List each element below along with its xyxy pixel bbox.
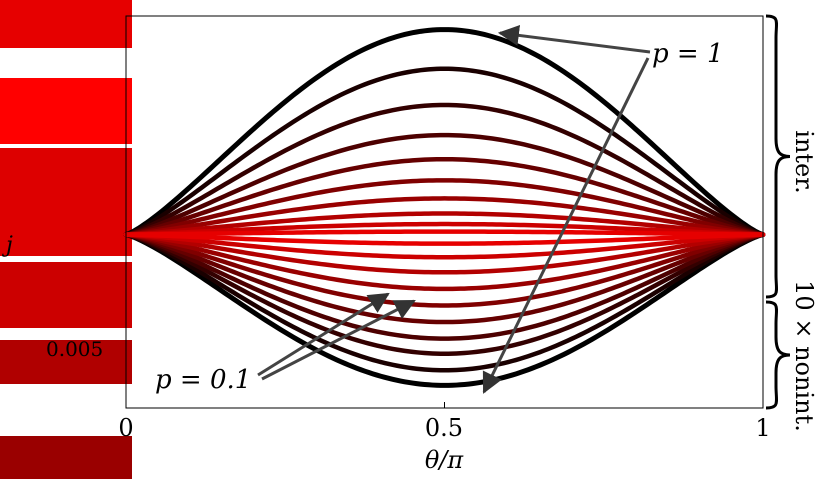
series-line-nonint-p0.8 — [123, 232, 766, 356]
colorbar-swatch — [0, 262, 132, 328]
y-axis-label: j — [1, 233, 13, 258]
series-line-inter-p0.5 — [123, 178, 766, 237]
arrow-p-high-upper — [497, 24, 651, 54]
colorbar-swatch — [0, 0, 132, 48]
series-line-inter-p0.6 — [123, 156, 766, 237]
brace-nonint — [765, 300, 791, 410]
series-line-inter-p0.7 — [123, 132, 766, 237]
series-line-inter-p0.9 — [123, 66, 766, 237]
arrow-p-high-lower — [482, 57, 650, 394]
series-line-nonint-p0.4 — [123, 232, 766, 292]
annotation-p-high: p = 1 — [652, 39, 724, 69]
annotation-p-low: p = 0.1 — [155, 365, 251, 395]
bracket-label-nonint: 10 × nonint. — [790, 280, 818, 432]
x-tick-label-0: 0 — [118, 414, 133, 442]
series-line-inter-p0.2 — [123, 221, 766, 237]
x-tick-label-1: 1 — [755, 414, 770, 442]
plot-frame — [125, 15, 764, 409]
series-line-nonint-p0.3 — [123, 232, 766, 275]
curves-layer — [123, 27, 766, 388]
series-line-inter-p0.1 — [123, 229, 766, 237]
colorbar-swatch — [0, 78, 132, 144]
series-line-nonint-p0.1 — [123, 232, 766, 246]
brace-inter — [765, 14, 791, 299]
series-line-inter-p0.3 — [123, 211, 766, 237]
colorbar-swatch — [0, 436, 132, 479]
arrows-layer — [257, 24, 651, 394]
series-line-inter-p0.8 — [123, 102, 766, 237]
series-line-nonint-p0.7 — [123, 232, 766, 341]
y-tick-label-partial: 0.005 — [46, 337, 103, 361]
x-axis-label: θ/π — [425, 446, 465, 474]
braces-layer — [765, 14, 791, 410]
arrow-p-low-2 — [261, 299, 416, 381]
arrow-p-low-1 — [257, 292, 390, 377]
series-line-inter-p0.4 — [123, 196, 766, 237]
series-line-inter-p1 — [123, 27, 766, 238]
series-line-nonint-p0.9 — [123, 232, 766, 373]
colorbar-swatch — [0, 148, 132, 256]
colorbar-swatch — [0, 340, 132, 384]
series-line-nonint-p0.6 — [123, 232, 766, 325]
series-line-nonint-p1 — [123, 232, 766, 388]
series-line-nonint-p0.5 — [123, 232, 766, 308]
series-line-nonint-p0.2 — [123, 232, 766, 260]
bracket-label-inter: inter. — [790, 130, 818, 193]
x-tick-label-0.5: 0.5 — [425, 414, 463, 442]
